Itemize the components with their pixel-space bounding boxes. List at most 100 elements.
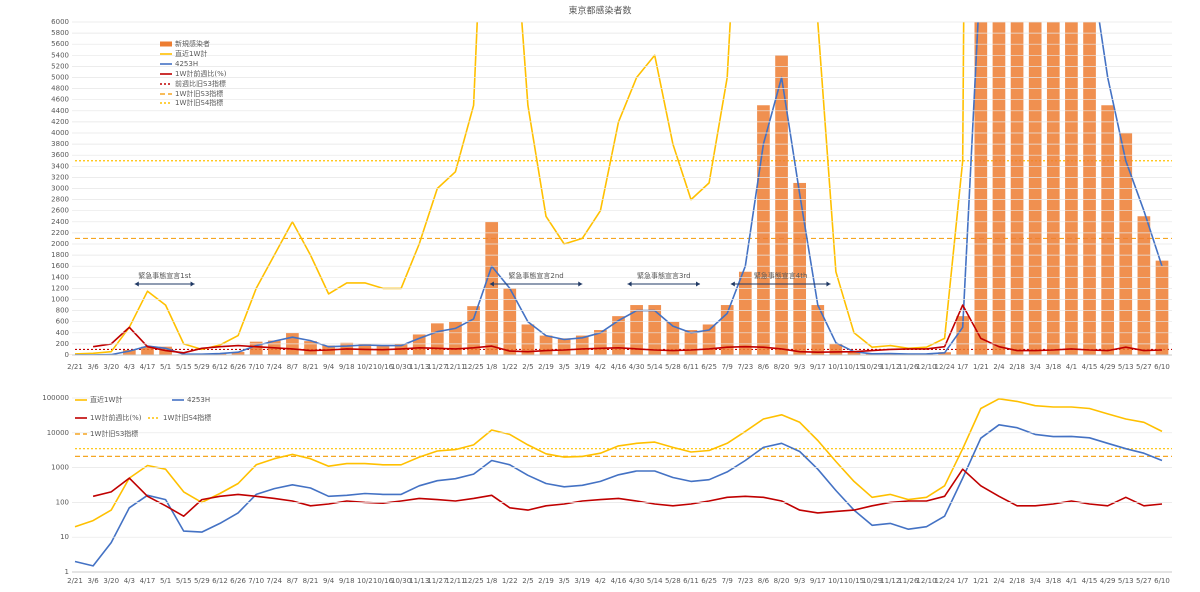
y-tick-label: 1000 xyxy=(51,464,69,472)
y-tick-label: 200 xyxy=(56,340,69,348)
x-tick-label: 11/13 xyxy=(409,577,429,585)
legend-label: 直近1W計 xyxy=(90,395,122,404)
y-tick-label: 600 xyxy=(56,318,69,326)
x-tick-label: 5/27 xyxy=(1136,577,1152,585)
y-tick-label: 3400 xyxy=(51,162,69,170)
x-tick-label: 7/24 xyxy=(266,577,282,585)
annotation: 緊急事態宣言1st xyxy=(138,271,191,280)
legend-label: 1W計前週比(%) xyxy=(175,69,227,78)
x-tick-label: 5/29 xyxy=(194,363,210,371)
x-tick-label: 2/18 xyxy=(1009,577,1025,585)
x-tick-label: 6/26 xyxy=(230,363,246,371)
x-tick-label: 1/21 xyxy=(973,363,989,371)
x-tick-label: 12/25 xyxy=(463,577,483,585)
x-tick-label: 8/7 xyxy=(287,363,298,371)
x-tick-label: 7/9 xyxy=(722,363,733,371)
x-tick-label: 10/30 xyxy=(391,363,411,371)
y-tick-label: 4400 xyxy=(51,107,69,115)
bar xyxy=(304,341,317,355)
y-tick-label: 1400 xyxy=(51,273,69,281)
x-tick-label: 3/19 xyxy=(574,577,590,585)
x-tick-label: 4/15 xyxy=(1082,363,1098,371)
bar xyxy=(1101,105,1114,355)
bar xyxy=(141,346,154,355)
y-tick-label: 10 xyxy=(60,533,69,541)
bar xyxy=(938,352,951,355)
x-tick-label: 9/18 xyxy=(339,577,355,585)
x-tick-label: 10/16 xyxy=(373,363,394,371)
x-tick-label: 9/17 xyxy=(810,363,826,371)
x-tick-label: 2/5 xyxy=(522,363,533,371)
x-tick-label: 10/1 xyxy=(828,577,844,585)
y-tick-label: 4800 xyxy=(51,85,69,93)
legend-label: 1W計旧S3指標 xyxy=(90,429,138,438)
chart-title: 東京都感染者数 xyxy=(568,5,631,17)
x-tick-label: 3/6 xyxy=(87,577,99,585)
x-tick-label: 4/3 xyxy=(124,363,135,371)
x-tick-label: 5/15 xyxy=(176,363,192,371)
x-tick-label: 2/19 xyxy=(538,577,554,585)
bar xyxy=(1155,260,1169,355)
x-tick-label: 6/25 xyxy=(701,363,717,371)
x-tick-label: 7/24 xyxy=(266,363,282,371)
x-tick-label: 8/7 xyxy=(287,577,298,585)
x-tick-label: 8/20 xyxy=(774,577,790,585)
x-tick-label: 12/10 xyxy=(916,363,936,371)
x-tick-label: 5/15 xyxy=(176,577,192,585)
x-tick-label: 5/28 xyxy=(665,577,681,585)
bar xyxy=(630,305,643,355)
x-tick-label: 12/24 xyxy=(935,577,956,585)
x-tick-label: 4/30 xyxy=(629,363,645,371)
x-tick-label: 6/25 xyxy=(701,577,717,585)
x-tick-label: 11/13 xyxy=(409,363,429,371)
x-tick-label: 7/23 xyxy=(737,363,753,371)
bar xyxy=(648,305,662,355)
x-tick-label: 5/1 xyxy=(160,363,171,371)
y-tick-label: 2000 xyxy=(51,240,69,248)
y-tick-label: 3000 xyxy=(51,185,69,193)
bar xyxy=(539,335,553,355)
y-tick-label: 2600 xyxy=(51,207,69,215)
bar xyxy=(702,324,716,355)
x-tick-label: 11/27 xyxy=(427,363,447,371)
x-tick-label: 6/26 xyxy=(230,577,246,585)
x-tick-label: 8/21 xyxy=(303,577,319,585)
legend-label: 1W計旧S3指標 xyxy=(175,89,223,98)
x-tick-label: 12/24 xyxy=(935,363,956,371)
y-tick-label: 4000 xyxy=(51,129,69,137)
x-tick-label: 9/4 xyxy=(323,577,335,585)
x-tick-label: 11/26 xyxy=(898,363,919,371)
y-tick-label: 5600 xyxy=(51,40,69,48)
x-tick-label: 5/1 xyxy=(160,577,171,585)
x-tick-label: 2/4 xyxy=(993,363,1005,371)
legend-label: 4253H xyxy=(187,396,210,404)
x-tick-label: 4/2 xyxy=(595,363,606,371)
x-tick-label: 5/14 xyxy=(647,577,663,585)
x-tick-label: 3/18 xyxy=(1045,577,1061,585)
x-tick-label: 11/26 xyxy=(898,577,919,585)
x-tick-label: 5/29 xyxy=(194,577,210,585)
legend-label: 1W計旧S4指標 xyxy=(163,413,211,422)
y-tick-label: 800 xyxy=(56,307,69,315)
series-line xyxy=(75,22,1163,355)
y-tick-label: 5200 xyxy=(51,62,69,70)
x-tick-label: 10/15 xyxy=(844,577,864,585)
x-tick-label: 3/20 xyxy=(103,577,119,585)
bar xyxy=(847,351,861,355)
x-tick-label: 7/10 xyxy=(248,577,264,585)
x-tick-label: 1/7 xyxy=(957,363,968,371)
bar xyxy=(775,55,788,355)
x-tick-label: 10/2 xyxy=(357,363,373,371)
x-tick-label: 4/17 xyxy=(140,577,156,585)
legend-label: 新規感染者 xyxy=(175,39,210,48)
x-tick-label: 3/5 xyxy=(559,577,570,585)
y-tick-label: 100 xyxy=(56,498,69,506)
series-line xyxy=(92,304,1163,354)
y-tick-label: 2200 xyxy=(51,229,69,237)
x-tick-label: 8/6 xyxy=(758,577,770,585)
bar xyxy=(956,316,970,355)
y-tick-label: 3800 xyxy=(51,140,69,148)
x-tick-label: 4/17 xyxy=(140,363,156,371)
x-tick-label: 12/11 xyxy=(445,363,465,371)
y-tick-label: 5400 xyxy=(51,51,69,59)
